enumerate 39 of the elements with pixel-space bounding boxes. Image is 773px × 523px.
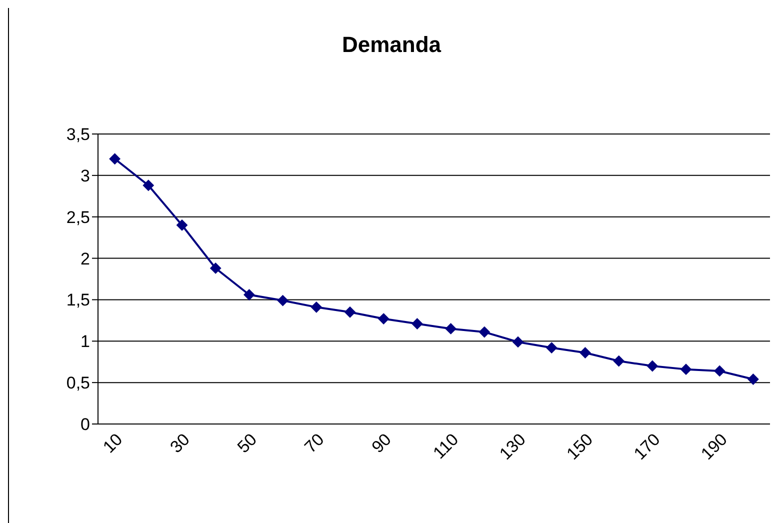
y-tick-label: 1: [80, 332, 90, 352]
y-tick-label: 3: [80, 166, 90, 186]
point: [613, 356, 624, 367]
point: [512, 336, 524, 348]
x-tick-label: 30: [166, 430, 194, 457]
point: [244, 289, 255, 300]
x-tick-label: 170: [630, 430, 664, 464]
point: [445, 323, 456, 334]
x-tick-label: 110: [430, 430, 462, 463]
point: [344, 306, 356, 318]
x-tick-label: 10: [99, 430, 126, 457]
point: [580, 347, 591, 358]
chart-title: Demanda: [340, 32, 442, 58]
x-tick-label: 130: [496, 430, 530, 464]
point: [210, 262, 222, 274]
x-tick-label: 70: [300, 430, 328, 457]
point: [176, 220, 188, 231]
point: [646, 360, 658, 372]
y-tick-label: 0,5: [66, 374, 90, 393]
point: [142, 180, 154, 191]
point: [478, 326, 490, 338]
point: [748, 374, 759, 385]
y-tick-label: 2,5: [66, 208, 90, 227]
point: [109, 153, 120, 164]
point: [277, 295, 288, 306]
point: [680, 364, 692, 375]
point: [310, 302, 322, 313]
x-tick-label: 190: [697, 430, 731, 464]
y-tick-label: 0: [80, 415, 90, 434]
y-tick-label: 2: [80, 249, 90, 268]
point: [378, 313, 390, 324]
point: [412, 318, 423, 330]
x-tick-label: 150: [563, 430, 597, 464]
point: [546, 342, 558, 354]
point: [714, 365, 726, 376]
y-tick-label: 1,5: [66, 290, 90, 310]
x-tick-label: 50: [234, 430, 261, 457]
y-tick-label: 3,5: [66, 125, 90, 144]
x-tick-label: 90: [368, 430, 395, 457]
